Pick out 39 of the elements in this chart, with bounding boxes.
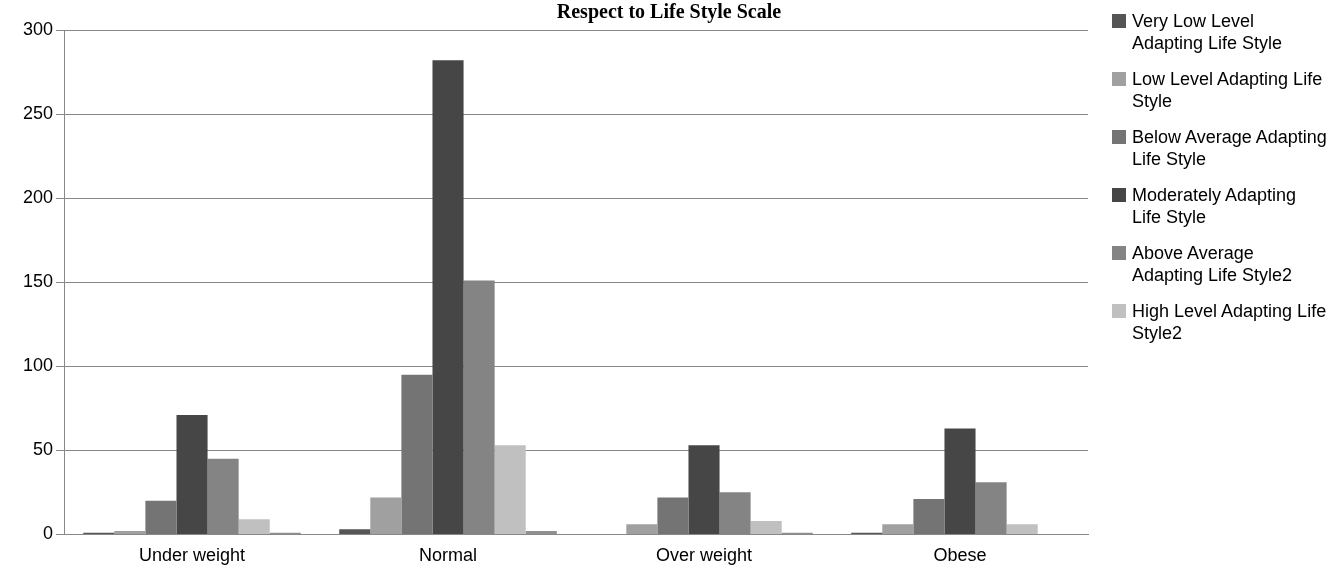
- bar: [913, 499, 945, 534]
- bar: [657, 497, 689, 534]
- bar: [339, 529, 371, 534]
- bar: [145, 500, 177, 534]
- bar: [944, 428, 976, 534]
- legend-label: Very Low Level Adapting Life Style: [1132, 10, 1284, 54]
- x-tick-label: Over weight: [655, 545, 753, 566]
- bar: [114, 531, 146, 534]
- y-tick-label: 100: [22, 355, 54, 376]
- y-tick-label: 50: [33, 439, 54, 460]
- y-tick-label: 0: [43, 523, 54, 544]
- y-tick-label: 200: [22, 187, 54, 208]
- bar: [176, 415, 208, 534]
- legend-label: Moderately Adapting Life Style: [1132, 184, 1298, 228]
- legend-label: Below Average Adapting Life Style: [1132, 126, 1327, 170]
- legend-label: High Level Adapting Life Style2: [1132, 300, 1327, 344]
- x-tick-label: Normal: [419, 545, 478, 566]
- y-tick-label: 150: [22, 271, 54, 292]
- bar: [975, 482, 1007, 534]
- bar: [1006, 524, 1038, 534]
- bar: [432, 60, 464, 534]
- legend-label: Low Level Adapting Life Style: [1132, 68, 1324, 112]
- bar: [688, 445, 720, 534]
- y-tick-label: 300: [22, 18, 54, 39]
- legend-label: Above Average Adapting Life Style2: [1132, 242, 1294, 286]
- bar: [525, 531, 557, 534]
- y-tick-label: 250: [22, 103, 54, 124]
- x-tick-label: Under weight: [139, 545, 246, 566]
- bar: [719, 492, 751, 534]
- bar: [238, 519, 270, 534]
- bar: [626, 524, 658, 534]
- bar: [370, 497, 402, 534]
- bar: [882, 524, 914, 534]
- chart-title: Respect to Life Style Scale: [556, 0, 782, 22]
- bar: [207, 458, 239, 534]
- bar: [750, 520, 782, 534]
- bar: [494, 445, 526, 534]
- x-tick-label: Obese: [933, 545, 987, 566]
- bar: [401, 374, 433, 534]
